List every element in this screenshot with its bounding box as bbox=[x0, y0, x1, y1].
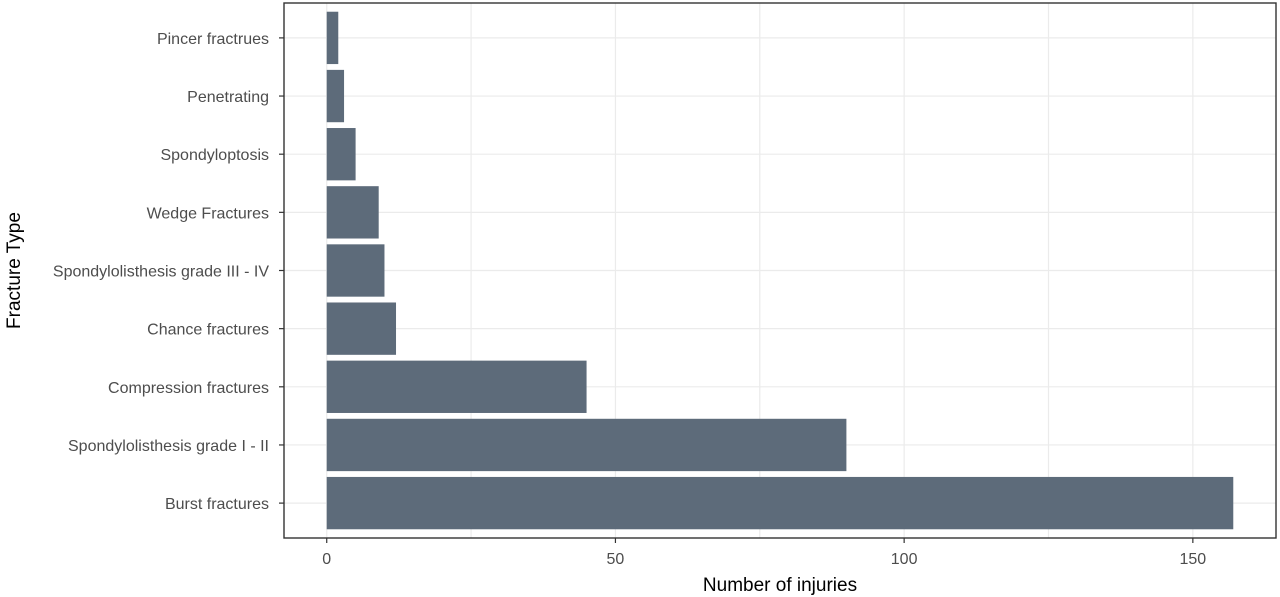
y-tick-label: Burst fractures bbox=[165, 496, 269, 513]
bar bbox=[326, 360, 587, 413]
y-tick-label: Spondylolisthesis grade III - IV bbox=[53, 264, 269, 281]
y-tick-label: Spondyloptosis bbox=[160, 147, 269, 164]
x-tick-label: 0 bbox=[322, 551, 331, 568]
bar bbox=[326, 476, 1234, 530]
y-tick-label: Penetrating bbox=[187, 89, 269, 106]
y-axis-title: Fracture Type bbox=[4, 212, 25, 329]
x-axis: 0 50 100 150 bbox=[322, 538, 1206, 568]
bar bbox=[326, 302, 397, 355]
bar bbox=[326, 128, 356, 181]
bar bbox=[326, 186, 379, 239]
y-tick-label: Chance fractures bbox=[147, 322, 269, 339]
y-tick-label: Spondylolisthesis grade I - II bbox=[68, 438, 269, 455]
x-tick-label: 150 bbox=[1180, 551, 1207, 568]
bar bbox=[326, 418, 847, 472]
bar bbox=[326, 244, 385, 297]
x-axis-title: Number of injuries bbox=[703, 575, 857, 596]
y-tick-label: Compression fractures bbox=[108, 380, 269, 397]
x-tick-label: 50 bbox=[607, 551, 625, 568]
bar bbox=[326, 11, 339, 65]
bar bbox=[326, 69, 345, 123]
x-tick-label: 100 bbox=[891, 551, 918, 568]
bars bbox=[326, 11, 1234, 530]
y-tick-label: Wedge Fractures bbox=[147, 205, 269, 222]
y-axis: Burst fractures Spondylolisthesis grade I… bbox=[53, 31, 284, 513]
y-tick-label: Pincer fractrues bbox=[157, 31, 269, 48]
